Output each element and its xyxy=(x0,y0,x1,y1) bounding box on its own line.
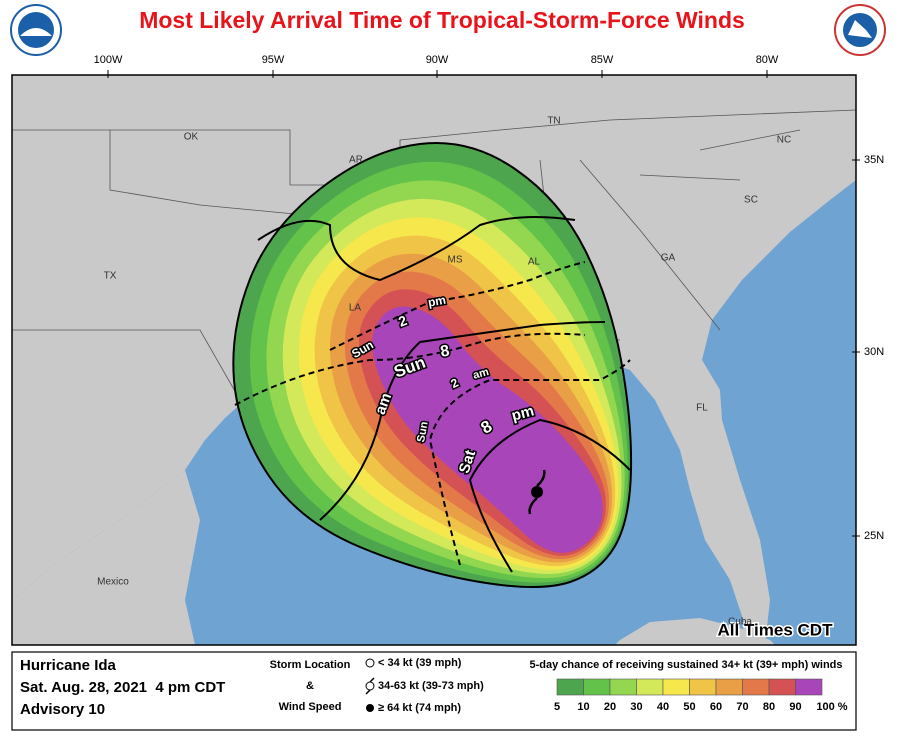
latitude-label: 25N xyxy=(864,530,884,542)
latitude-label: 35N xyxy=(864,154,884,166)
map-frame xyxy=(11,74,857,646)
scale-box xyxy=(609,678,637,696)
scale-box xyxy=(556,678,584,696)
scale-label: 90 xyxy=(789,701,801,713)
longitude-label: 80W xyxy=(756,54,779,66)
key-icon xyxy=(365,681,375,691)
scale-box xyxy=(768,678,796,696)
scale-label: 100 % xyxy=(816,701,847,713)
key-title: Wind Speed xyxy=(279,701,342,713)
footer: Hurricane Ida Sat. Aug. 28, 2021 4 pm CD… xyxy=(11,651,857,731)
key-item: ≥ 64 kt (74 mph) xyxy=(378,702,461,714)
place-label: GA xyxy=(661,253,676,264)
time-label: Sun xyxy=(415,420,430,443)
map xyxy=(11,74,857,646)
scale-title: 5-day chance of receiving sustained 34+ … xyxy=(530,659,843,671)
place-label: Cuba xyxy=(728,617,752,628)
key-amp: & xyxy=(306,680,314,692)
scale-label: 30 xyxy=(630,701,642,713)
key-item: < 34 kt (39 mph) xyxy=(378,657,462,669)
mexico-land xyxy=(12,470,200,645)
longitude-label: 95W xyxy=(262,54,285,66)
place-label: FL xyxy=(696,403,708,414)
place-label: NC xyxy=(777,135,791,146)
time-label: am xyxy=(472,366,491,382)
key-icon xyxy=(365,658,375,668)
longitude-label: 100W xyxy=(94,54,123,66)
scale-box xyxy=(583,678,611,696)
place-label: AR xyxy=(349,155,363,166)
scale-label: 5 xyxy=(554,701,560,713)
storm-name: Hurricane Ida xyxy=(20,657,117,674)
scale-label: 50 xyxy=(683,701,695,713)
scale-box xyxy=(795,678,823,696)
place-label: MS xyxy=(448,255,463,266)
scale-label: 20 xyxy=(604,701,616,713)
place-label: OK xyxy=(184,132,199,143)
scale-label: 40 xyxy=(657,701,669,713)
noaa-logo xyxy=(10,4,62,56)
place-label: Mexico xyxy=(97,577,129,588)
longitude-label: 90W xyxy=(426,54,449,66)
advisory: Advisory 10 xyxy=(20,701,105,718)
latitude-label: 30N xyxy=(864,346,884,358)
color-scale: 5 10 20 30 40 50 60 70 80 90 100 % xyxy=(554,678,848,713)
scale-box xyxy=(715,678,743,696)
scale-box xyxy=(662,678,690,696)
scale-label: 10 xyxy=(577,701,589,713)
place-label: AL xyxy=(528,257,541,268)
longitude-label: 85W xyxy=(591,54,614,66)
scale-label: 80 xyxy=(763,701,775,713)
key-item: 34-63 kt (39-73 mph) xyxy=(378,680,484,692)
atlantic-water xyxy=(702,180,856,645)
scale-box xyxy=(636,678,664,696)
time-contours xyxy=(234,215,631,573)
storm-symbol xyxy=(528,469,546,515)
place-label: SC xyxy=(744,195,758,206)
place-label: TX xyxy=(104,271,117,282)
key-title: Storm Location xyxy=(270,659,351,671)
nws-logo xyxy=(834,4,886,56)
issued-time: Sat. Aug. 28, 2021 4 pm CDT xyxy=(20,679,225,696)
place-label: TN xyxy=(547,116,560,127)
probability-band xyxy=(372,306,603,553)
key-icon xyxy=(365,677,375,695)
scale-box xyxy=(742,678,770,696)
key-icon xyxy=(366,704,374,712)
place-label: LA xyxy=(349,303,362,314)
time-note: All Times CDT xyxy=(718,620,834,639)
scale-label: 60 xyxy=(710,701,722,713)
scale-label: 70 xyxy=(736,701,748,713)
title: Most Likely Arrival Time of Tropical-Sto… xyxy=(139,7,745,33)
time-label: pm xyxy=(427,293,447,310)
cuba xyxy=(615,618,775,645)
scale-box xyxy=(689,678,717,696)
